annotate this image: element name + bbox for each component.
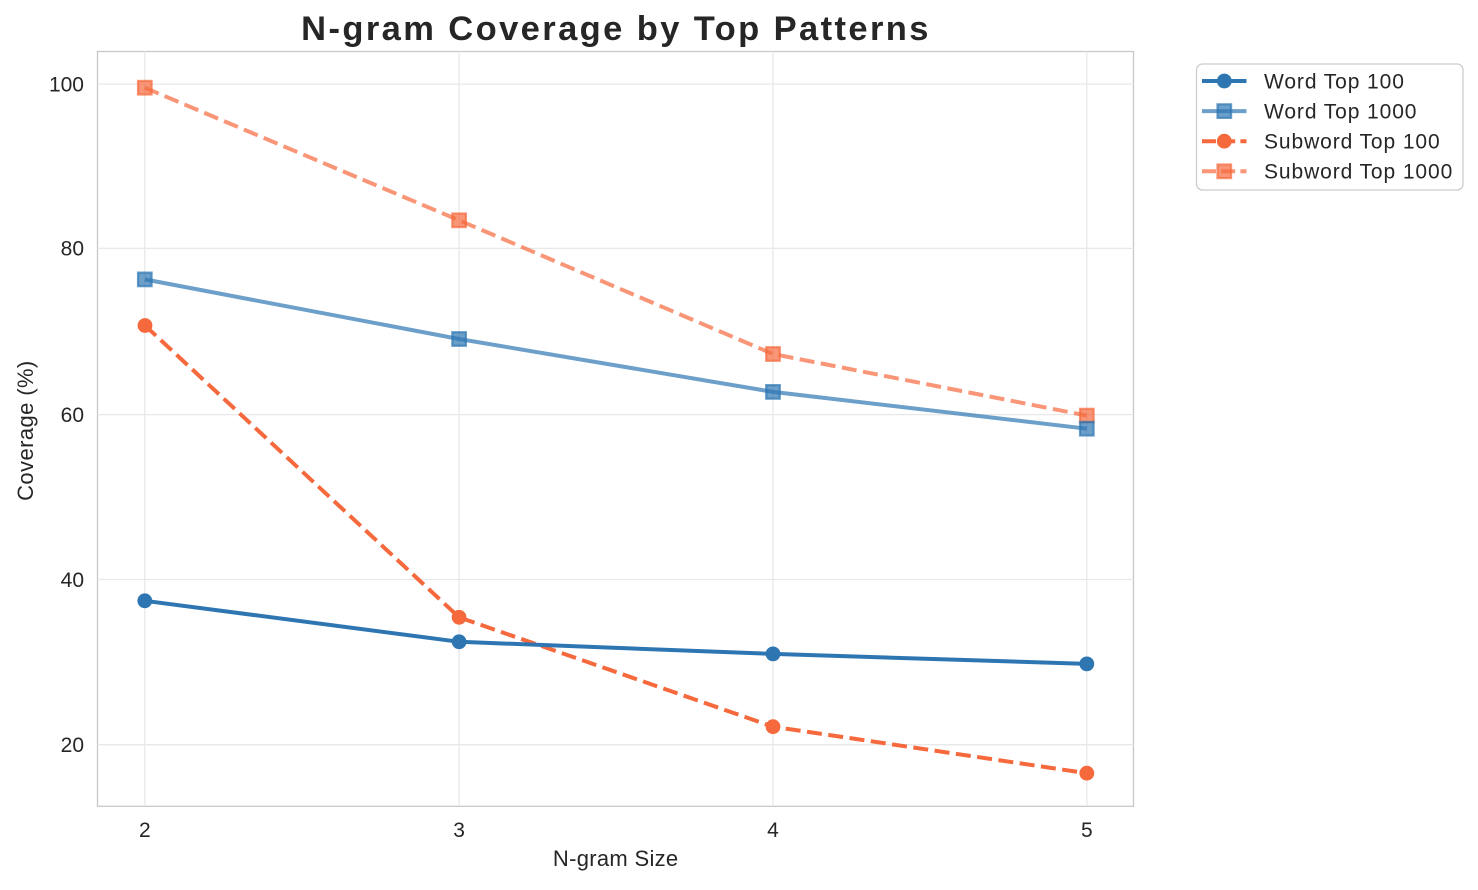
svg-text:N-gram Coverage by Top Pattern: N-gram Coverage by Top Patterns bbox=[301, 10, 931, 48]
svg-text:40: 40 bbox=[61, 569, 84, 592]
svg-text:60: 60 bbox=[61, 404, 84, 427]
svg-text:20: 20 bbox=[61, 734, 84, 757]
svg-text:4: 4 bbox=[767, 819, 779, 842]
svg-text:Word Top 100: Word Top 100 bbox=[1264, 70, 1405, 93]
svg-text:Word Top 1000: Word Top 1000 bbox=[1264, 101, 1417, 124]
svg-text:N-gram Size: N-gram Size bbox=[553, 846, 679, 871]
svg-text:Coverage (%): Coverage (%) bbox=[13, 360, 38, 501]
svg-text:Subword Top 1000: Subword Top 1000 bbox=[1264, 161, 1453, 184]
svg-text:3: 3 bbox=[453, 819, 465, 842]
svg-text:5: 5 bbox=[1081, 819, 1093, 842]
svg-text:2: 2 bbox=[139, 819, 151, 842]
svg-text:Subword Top 100: Subword Top 100 bbox=[1264, 131, 1441, 154]
svg-text:100: 100 bbox=[49, 73, 84, 96]
svg-text:80: 80 bbox=[61, 238, 84, 261]
